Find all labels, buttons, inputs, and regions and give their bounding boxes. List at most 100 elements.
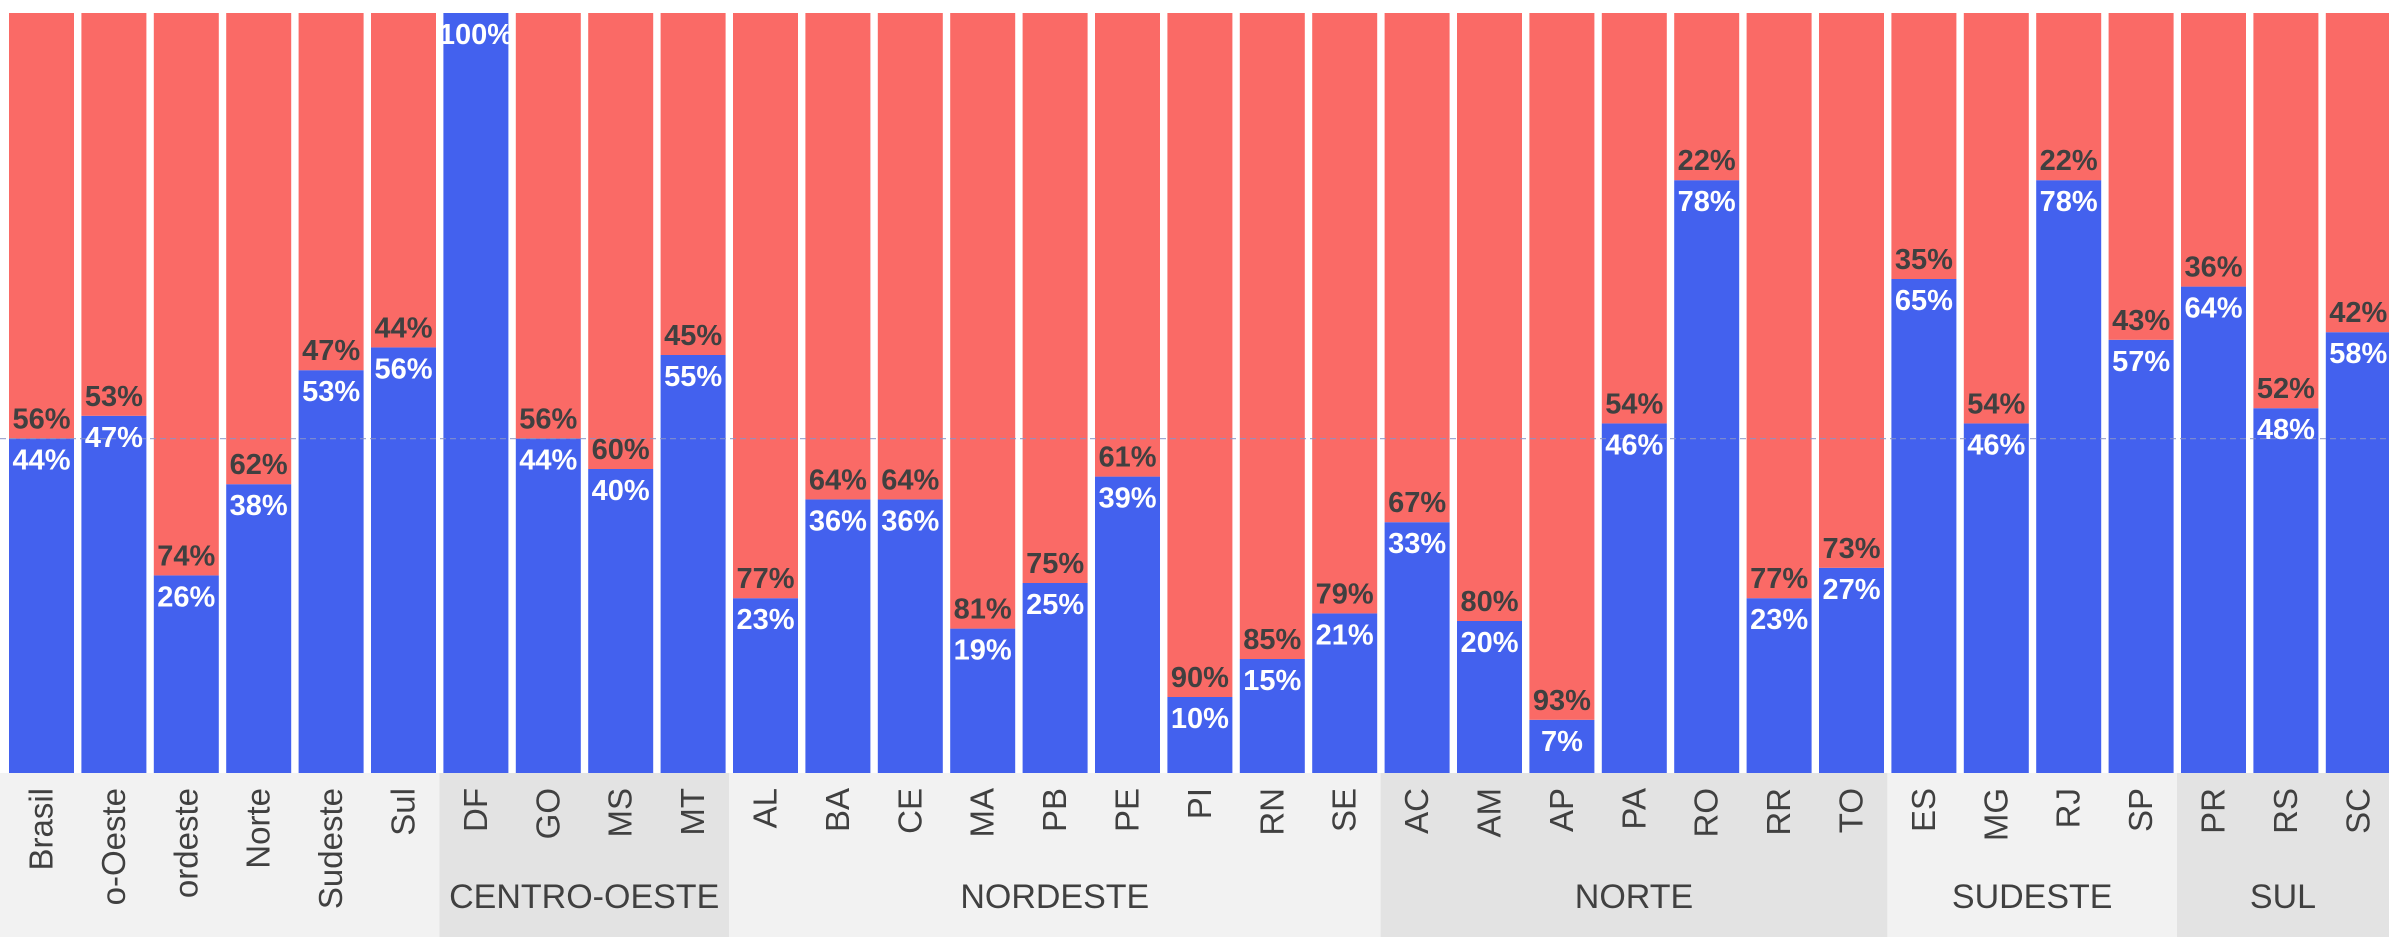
value-label-blue-es: 65% xyxy=(1895,285,1953,317)
value-label-blue-go: 44% xyxy=(519,445,577,477)
bar-blue-pi xyxy=(1167,697,1233,773)
bar-red-rr xyxy=(1746,13,1812,599)
value-label-blue-ms: 40% xyxy=(592,475,650,507)
value-label-blue-norte: 38% xyxy=(230,490,288,522)
value-label-red-sc: 42% xyxy=(2329,297,2387,329)
axis-band-sul xyxy=(2177,773,2389,937)
category-axis-bands xyxy=(0,773,2389,937)
tick-label-mg: MG xyxy=(1977,788,2014,841)
bar-red-brasil xyxy=(9,13,74,439)
bar-red-go xyxy=(515,13,581,439)
value-label-blue-se: 21% xyxy=(1316,619,1374,651)
tick-label-pr: PR xyxy=(2195,788,2232,834)
axis-band-sudeste xyxy=(1887,773,2177,937)
bar-red-sul xyxy=(371,13,436,348)
bar-red-ac xyxy=(1384,13,1450,523)
value-label-blue-pe: 39% xyxy=(1098,483,1156,515)
tick-label-df: DF xyxy=(457,788,494,832)
bar-red-ms xyxy=(588,13,654,469)
value-label-red-centro-oeste: 53% xyxy=(85,381,143,413)
value-label-red-ba: 64% xyxy=(809,464,867,496)
value-label-blue-sp: 57% xyxy=(2112,346,2170,378)
bar-red-al xyxy=(733,13,798,599)
bar-red-rn xyxy=(1239,13,1305,659)
value-label-blue-ro: 78% xyxy=(1678,186,1736,218)
value-label-red-go: 56% xyxy=(519,404,577,436)
bar-red-sudeste xyxy=(298,13,364,371)
value-label-red-sudeste: 47% xyxy=(302,335,360,367)
bar-red-pe xyxy=(1095,13,1160,477)
tick-label-rn: RN xyxy=(1253,788,1290,836)
value-label-red-ma: 81% xyxy=(954,594,1012,626)
axis-band-norte xyxy=(1380,773,1888,937)
value-label-red-sp: 43% xyxy=(2112,305,2170,337)
value-label-red-ro: 22% xyxy=(1678,145,1736,177)
group-label-centro-oeste: CENTRO-OESTE xyxy=(449,878,719,916)
bar-blue-ce xyxy=(877,499,943,773)
value-label-blue-sudeste: 53% xyxy=(302,376,360,408)
value-label-red-pi: 90% xyxy=(1171,662,1229,694)
tick-label-ro: RO xyxy=(1688,788,1725,838)
value-label-red-es: 35% xyxy=(1895,244,1953,276)
tick-label-sul: Sul xyxy=(385,788,422,836)
value-label-blue-brasil: 44% xyxy=(12,445,70,477)
tick-label-brasil: Brasil xyxy=(23,788,60,871)
value-label-red-se: 79% xyxy=(1316,578,1374,610)
tick-label-sudeste: Sudeste xyxy=(312,788,349,909)
tick-label-am: AM xyxy=(1471,788,1508,838)
tick-label-norte: Norte xyxy=(240,788,277,869)
tick-label-ac: AC xyxy=(1398,788,1435,834)
tick-label-to: TO xyxy=(1833,788,1870,833)
value-label-red-al: 77% xyxy=(736,563,794,595)
value-label-red-to: 73% xyxy=(1822,533,1880,565)
bars xyxy=(9,13,2389,773)
tick-label-se: SE xyxy=(1326,788,1363,832)
group-label-sul: SUL xyxy=(2250,878,2316,916)
bar-red-pa xyxy=(1601,13,1667,424)
bar-blue-df xyxy=(443,13,509,773)
bar-blue-to xyxy=(1819,567,1884,773)
tick-label-ma: MA xyxy=(964,788,1001,838)
bar-blue-am xyxy=(1457,621,1522,773)
bar-red-am xyxy=(1457,13,1522,621)
bar-blue-go xyxy=(515,438,581,773)
value-label-blue-rn: 15% xyxy=(1243,665,1301,697)
bar-blue-pr xyxy=(2181,286,2246,773)
tick-label-es: ES xyxy=(1905,788,1942,832)
value-label-red-pr: 36% xyxy=(2184,252,2242,284)
bar-blue-sc xyxy=(2325,332,2389,773)
bar-blue-se xyxy=(1312,613,1378,773)
group-label-sudeste: SUDESTE xyxy=(1952,878,2113,916)
tick-label-rj: RJ xyxy=(2050,788,2087,828)
bar-red-to xyxy=(1819,13,1884,568)
value-label-red-rr: 77% xyxy=(1750,563,1808,595)
tick-label-ap: AP xyxy=(1543,788,1580,832)
bar-red-nordeste xyxy=(153,13,219,576)
bar-red-pr xyxy=(2181,13,2246,287)
value-label-blue-nordeste: 26% xyxy=(157,581,215,613)
bar-red-sc xyxy=(2325,13,2389,333)
tick-label-ce: CE xyxy=(891,788,928,834)
value-label-red-rj: 22% xyxy=(2040,145,2098,177)
value-label-red-ap: 93% xyxy=(1533,685,1591,717)
bar-blue-pb xyxy=(1022,583,1088,773)
bar-blue-rr xyxy=(1746,598,1812,773)
tick-label-al: AL xyxy=(747,788,784,828)
bar-blue-ma xyxy=(950,628,1016,773)
value-label-blue-rr: 23% xyxy=(1750,604,1808,636)
bar-blue-ap xyxy=(1529,719,1595,773)
value-label-blue-ce: 36% xyxy=(881,505,939,537)
value-label-red-pe: 61% xyxy=(1098,442,1156,474)
bar-blue-ba xyxy=(805,499,871,773)
bar-red-ce xyxy=(877,13,943,500)
bar-blue-sp xyxy=(2108,339,2174,773)
bar-red-mg xyxy=(1963,13,2029,424)
value-label-red-sul: 44% xyxy=(374,312,432,344)
value-label-blue-rj: 78% xyxy=(2040,186,2098,218)
bar-red-ma xyxy=(950,13,1016,629)
bar-red-mt xyxy=(660,13,726,355)
bar-red-ba xyxy=(805,13,871,500)
tick-label-pb: PB xyxy=(1036,788,1073,832)
group-label-nordeste: NORDESTE xyxy=(960,878,1149,916)
